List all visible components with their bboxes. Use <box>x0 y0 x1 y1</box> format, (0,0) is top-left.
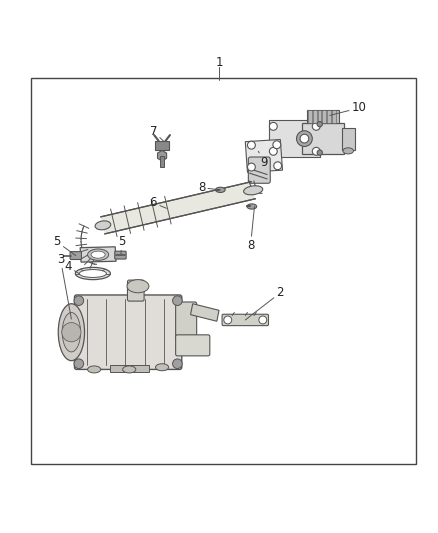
Circle shape <box>247 141 255 149</box>
Circle shape <box>312 123 320 130</box>
FancyBboxPatch shape <box>127 280 144 301</box>
Circle shape <box>312 147 320 155</box>
Text: 5: 5 <box>118 235 125 255</box>
Circle shape <box>74 296 84 305</box>
Ellipse shape <box>127 280 149 293</box>
Bar <box>307 110 339 123</box>
Text: 1: 1 <box>215 56 223 69</box>
Ellipse shape <box>75 268 110 280</box>
Text: 6: 6 <box>149 197 166 209</box>
Circle shape <box>62 322 81 342</box>
FancyBboxPatch shape <box>74 295 182 369</box>
Bar <box>327 110 331 123</box>
Polygon shape <box>191 304 219 321</box>
Text: 8: 8 <box>247 206 254 252</box>
Ellipse shape <box>343 148 353 154</box>
Text: 9: 9 <box>258 151 268 169</box>
Bar <box>322 110 326 123</box>
Ellipse shape <box>95 221 111 230</box>
Ellipse shape <box>155 364 169 371</box>
FancyBboxPatch shape <box>222 314 268 326</box>
FancyBboxPatch shape <box>248 157 270 183</box>
Circle shape <box>269 123 277 130</box>
Bar <box>318 110 321 123</box>
Circle shape <box>297 131 312 147</box>
Circle shape <box>274 162 282 169</box>
Circle shape <box>259 316 267 324</box>
Bar <box>332 110 336 123</box>
Circle shape <box>317 122 322 127</box>
Ellipse shape <box>88 249 109 260</box>
Ellipse shape <box>91 251 105 258</box>
Ellipse shape <box>79 270 106 278</box>
Bar <box>308 110 312 123</box>
Text: 8: 8 <box>198 181 220 194</box>
Circle shape <box>317 150 322 155</box>
Circle shape <box>173 359 182 368</box>
FancyBboxPatch shape <box>176 335 210 356</box>
Circle shape <box>273 141 281 149</box>
Circle shape <box>224 316 232 324</box>
Text: 4: 4 <box>64 260 79 273</box>
Ellipse shape <box>62 312 81 352</box>
Text: 3: 3 <box>57 253 71 319</box>
Ellipse shape <box>244 185 263 195</box>
Circle shape <box>269 147 277 155</box>
Ellipse shape <box>58 304 85 361</box>
Ellipse shape <box>215 187 225 192</box>
Text: 5: 5 <box>53 236 76 255</box>
Text: 2: 2 <box>245 286 284 320</box>
Bar <box>313 110 317 123</box>
Ellipse shape <box>123 366 136 373</box>
Bar <box>342 128 355 150</box>
Circle shape <box>173 296 182 305</box>
Text: 10: 10 <box>330 101 367 115</box>
FancyBboxPatch shape <box>70 252 81 260</box>
FancyBboxPatch shape <box>176 302 197 341</box>
FancyBboxPatch shape <box>115 251 126 259</box>
Ellipse shape <box>247 204 257 209</box>
Bar <box>155 141 169 150</box>
Polygon shape <box>245 140 283 172</box>
Bar <box>302 123 344 155</box>
Bar <box>160 156 164 167</box>
Polygon shape <box>101 182 255 234</box>
Polygon shape <box>158 150 166 161</box>
Polygon shape <box>269 120 320 157</box>
Bar <box>110 365 149 373</box>
Polygon shape <box>80 247 116 262</box>
Bar <box>31 78 416 464</box>
Circle shape <box>300 134 309 143</box>
Circle shape <box>247 163 255 171</box>
Circle shape <box>74 359 84 368</box>
Ellipse shape <box>88 366 101 373</box>
Text: 7: 7 <box>149 125 164 142</box>
